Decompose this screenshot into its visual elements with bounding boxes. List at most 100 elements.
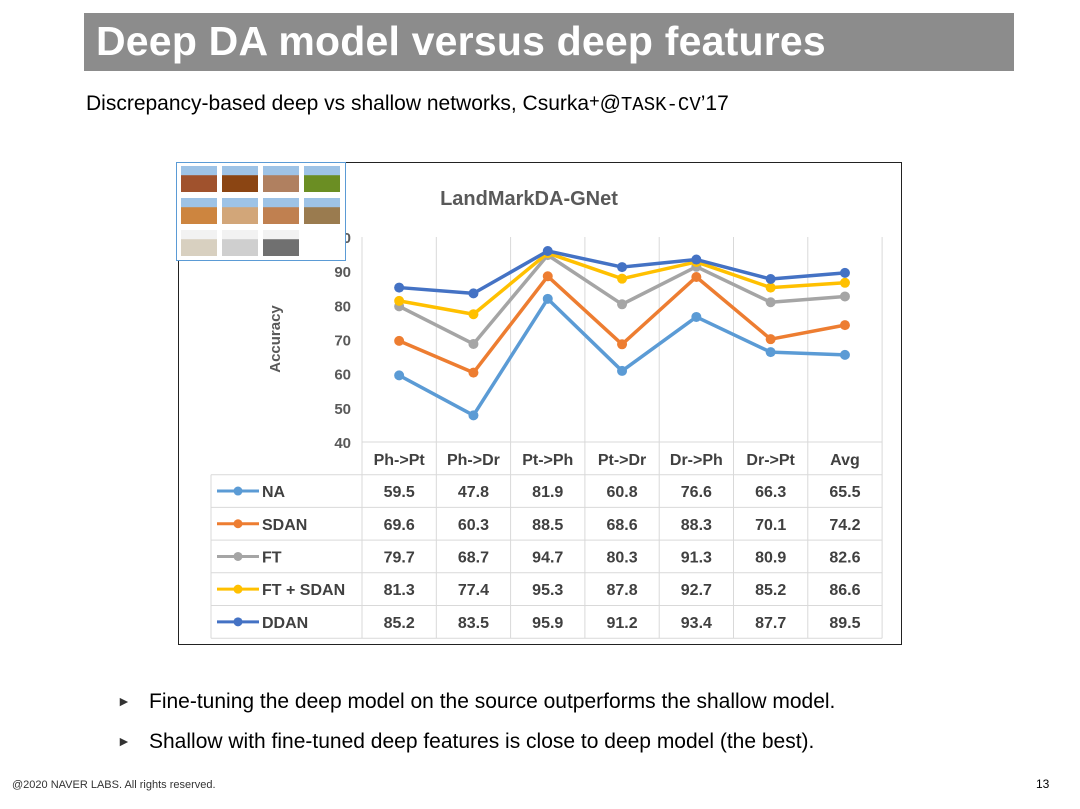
bullet-item: ► Shallow with fine-tuned deep features i… [117,726,814,757]
data-value: 59.5 [384,484,415,501]
data-point [839,277,850,288]
legend-marker [233,617,243,627]
legend-label: FT [262,549,282,566]
landmark-thumbnail [263,166,299,192]
x-tick-label: Ph->Pt [374,452,426,469]
data-point [394,282,405,293]
landmark-thumbnail [263,230,299,256]
x-tick-label: Dr->Ph [670,452,723,469]
data-point [765,297,776,308]
data-value: 77.4 [458,582,489,599]
subtitle-venue: TASK-CV [620,94,701,116]
page-number: 13 [1036,777,1050,791]
data-value: 94.7 [532,549,563,566]
data-point [691,311,702,322]
data-value: 87.7 [755,615,786,632]
data-value: 82.6 [829,549,860,566]
data-point [765,334,776,345]
legend-marker [233,486,243,496]
slide-subtitle: Discrepancy-based deep vs shallow networ… [86,90,729,119]
title-bar: Deep DA model versus deep features [84,13,1014,71]
data-value: 68.6 [606,517,637,534]
data-value: 92.7 [681,582,712,599]
data-point [468,309,479,320]
data-point [542,271,553,282]
subtitle-main: Discrepancy-based deep vs shallow networ… [86,92,590,115]
y-tick-label: 70 [334,333,351,350]
data-point [394,335,405,346]
data-point [394,295,405,306]
legend-label: SDAN [262,517,307,534]
legend-label: NA [262,484,286,501]
y-tick-label: 40 [334,435,351,452]
data-point [617,299,628,310]
data-point [839,349,850,360]
footer-copyright: @2020 NAVER LABS. All rights reserved. [12,779,216,791]
bullet-text: Shallow with fine-tuned deep features is… [149,730,815,753]
data-point [839,267,850,278]
x-tick-label: Ph->Dr [447,452,500,469]
data-point [617,273,628,284]
legend-label: FT + SDAN [262,582,345,599]
landmark-thumbnail [304,166,340,192]
data-value: 86.6 [829,582,860,599]
legend-marker [233,519,243,529]
slide-title: Deep DA model versus deep features [96,18,826,64]
data-value: 83.5 [458,615,489,632]
data-value: 47.8 [458,484,489,501]
landmark-thumbnail [181,230,217,256]
data-value: 80.9 [755,549,786,566]
bullet-arrow-icon: ► [117,693,131,709]
subtitle-sup: + [589,91,600,111]
data-value: 76.6 [681,484,712,501]
data-value: 93.4 [681,615,712,632]
data-value: 81.3 [384,582,415,599]
data-point [394,370,405,381]
data-value: 95.9 [532,615,563,632]
data-point [691,254,702,265]
chart-title: LandMarkDA-GNet [440,188,618,210]
data-point [839,320,850,331]
data-point [617,365,628,376]
landmark-thumbnail [222,198,258,224]
data-value: 87.8 [606,582,637,599]
data-value: 89.5 [829,615,860,632]
x-tick-label: Pt->Dr [598,452,646,469]
legend-label: DDAN [262,615,308,632]
data-point [765,282,776,293]
data-value: 85.2 [384,615,415,632]
landmark-thumbnail [263,198,299,224]
y-tick-label: 90 [334,264,351,281]
data-value: 85.2 [755,582,786,599]
data-value: 60.3 [458,517,489,534]
series-line-na [398,297,846,418]
landmark-thumbnail [181,166,217,192]
data-value: 70.1 [755,517,786,534]
series-line-sdan [398,274,846,375]
data-value: 69.6 [384,517,415,534]
y-tick-label: 50 [334,401,351,418]
data-point [617,262,628,273]
data-value: 88.3 [681,517,712,534]
data-point [765,274,776,285]
landmark-thumbnail [222,166,258,192]
data-point [691,271,702,282]
data-value: 80.3 [606,549,637,566]
data-point [468,338,479,349]
line-chart: 405060708090100AccuracyLandMarkDA-GNetPh… [210,188,883,639]
data-value: 95.3 [532,582,563,599]
data-value: 91.2 [606,615,637,632]
data-value: 88.5 [532,517,563,534]
y-tick-label: 60 [334,367,351,384]
subtitle-year: ’17 [700,92,729,115]
data-point [468,367,479,378]
data-value: 60.8 [606,484,637,501]
x-tick-label: Dr->Pt [746,452,795,469]
bullet-arrow-icon: ► [117,733,131,749]
data-point [765,347,776,358]
data-value: 79.7 [384,549,415,566]
data-point [468,288,479,299]
landmark-thumbnail [181,198,217,224]
data-value: 74.2 [829,517,860,534]
data-value: 65.5 [829,484,860,501]
